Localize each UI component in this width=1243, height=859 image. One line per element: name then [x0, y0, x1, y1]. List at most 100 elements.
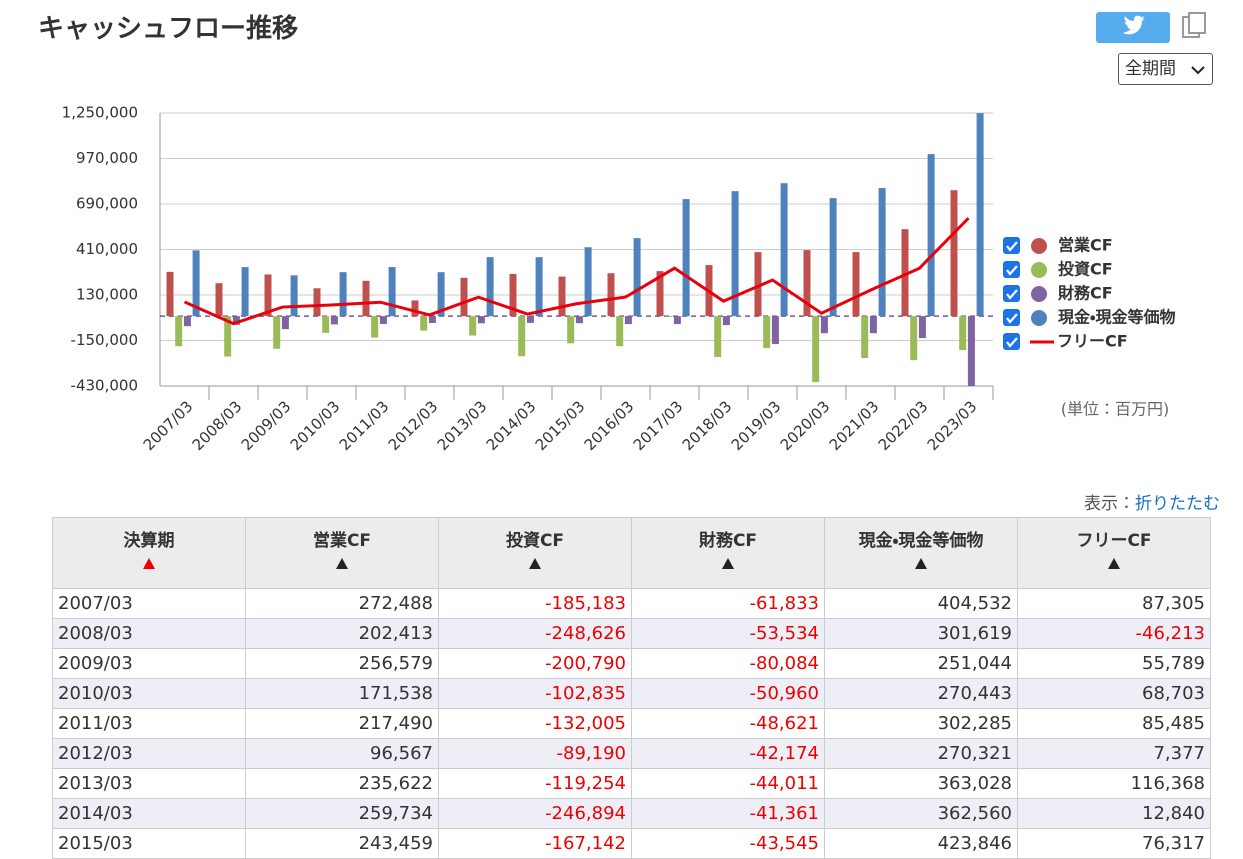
table-cell: 2007/03 [52, 588, 246, 619]
bar [575, 316, 583, 324]
select-arrow [1191, 66, 1205, 75]
bar [607, 273, 615, 317]
table-cell: -44,011 [631, 768, 825, 799]
table-row: 2012/03 96,567 -89,190 -42,174 270,321 7,377 [52, 738, 1211, 769]
x-tick-label: 2014/03 [483, 397, 540, 454]
column-header[interactable]: 営業CF [245, 517, 439, 589]
bar [714, 316, 722, 358]
y-tick-label: -150,000 [71, 331, 138, 349]
bar [820, 316, 828, 334]
table-row: 2014/03 259,734 -246,894 -41,361 362,560 12,8… [52, 798, 1211, 829]
bar [428, 316, 436, 323]
table-cell: 68,703 [1017, 678, 1211, 709]
table-cell: -132,005 [438, 708, 632, 739]
legend-item[interactable]: 営業CF [1003, 236, 1113, 255]
bar [861, 316, 869, 359]
bar [558, 276, 566, 317]
table-cell: 259,734 [245, 798, 439, 829]
sort-arrow [915, 558, 927, 569]
bar [584, 247, 592, 317]
table-cell: 2012/03 [52, 738, 246, 769]
legend-label: 財務CF [1058, 284, 1113, 303]
column-header[interactable]: 現金・現金等価物 [824, 517, 1018, 589]
copy-icon[interactable] [1182, 12, 1210, 42]
column-header[interactable]: 財務CF [631, 517, 825, 589]
table-cell: 116,368 [1017, 768, 1211, 799]
table-cell: 404,532 [824, 588, 1018, 619]
table-cell: 7,377 [1017, 738, 1211, 769]
legend-checkbox [1003, 237, 1020, 254]
y-tick-label: 690,000 [76, 195, 138, 213]
table-cell: -42,174 [631, 738, 825, 769]
bar [722, 316, 730, 326]
column-header-text: 現金・現金等価物 [858, 531, 984, 551]
table-cell: 2014/03 [52, 798, 246, 829]
cf-table: 決算期 営業CF 投資CF 財務CF 現金・現金等価物 フリーCF 2007/03 272,4… [52, 517, 1211, 859]
table-cell: 362,560 [824, 798, 1018, 829]
bar [869, 316, 877, 334]
y-tick-label: 130,000 [76, 286, 138, 304]
x-tick-label: 2017/03 [630, 397, 687, 454]
bar [959, 316, 967, 351]
table-cell: -246,894 [438, 798, 632, 829]
unit-note: (単位：百万円) [1061, 400, 1170, 419]
table-cell: 87,305 [1017, 588, 1211, 619]
legend-label: 現金・現金等価物 [1058, 308, 1175, 327]
sort-arrow [1108, 558, 1120, 569]
bar [950, 190, 958, 317]
legend-swatch [1031, 262, 1047, 278]
bar [313, 288, 321, 317]
bar [852, 252, 860, 317]
table-row: 2008/03 202,413 -248,626 -53,534 301,619 -46,… [52, 618, 1211, 649]
sort-icon [143, 558, 155, 569]
sort-icon [336, 558, 348, 569]
legend-item[interactable]: 財務CF [1003, 284, 1113, 303]
table-cell: 2010/03 [52, 678, 246, 709]
legend-item[interactable]: フリーCF [1003, 332, 1128, 351]
column-header[interactable]: 投資CF [438, 517, 632, 589]
bar [901, 229, 909, 317]
legend-label: 投資CF [1058, 260, 1113, 279]
column-header-text: フリーCF [1076, 531, 1152, 551]
table-body: 2007/03 272,488 -185,183 -61,833 404,532 87,3… [52, 588, 1211, 859]
table-cell: 2008/03 [52, 618, 246, 649]
bar [460, 277, 468, 317]
table-cell: 85,485 [1017, 708, 1211, 739]
legend-check [1006, 289, 1018, 300]
sort-arrow [722, 558, 734, 569]
x-tick-label: 2011/03 [336, 397, 393, 454]
display-link[interactable]: 折りたたむ [1135, 494, 1220, 514]
x-tick-label: 2021/03 [826, 397, 883, 454]
bar [339, 272, 347, 317]
table-cell: -53,534 [631, 618, 825, 649]
table-cell: 272,488 [245, 588, 439, 619]
x-tick-label: 2007/03 [140, 397, 197, 454]
x-tick-label: 2016/03 [581, 397, 638, 454]
x-tick-label: 2018/03 [679, 397, 736, 454]
sort-icon [722, 558, 734, 569]
column-header[interactable]: 決算期 [52, 517, 246, 589]
table-cell: 363,028 [824, 768, 1018, 799]
twitter-button[interactable] [1096, 12, 1170, 43]
legend-checkbox [1003, 285, 1020, 302]
table-cell: 270,321 [824, 738, 1018, 769]
column-header-text: 決算期 [123, 531, 175, 551]
bar [241, 267, 249, 317]
table-cell: -43,545 [631, 828, 825, 859]
x-tick-label: 2020/03 [777, 397, 834, 454]
bar [437, 272, 445, 317]
column-header[interactable]: フリーCF [1017, 517, 1211, 589]
table-row: 2015/03 243,459 -167,142 -43,545 423,846 76,3… [52, 828, 1211, 859]
table-row: 2011/03 217,490 -132,005 -48,621 302,285 85,4… [52, 708, 1211, 739]
legend-item[interactable]: 現金・現金等価物 [1003, 308, 1175, 327]
bar [264, 274, 272, 317]
legend-item[interactable]: 投資CF [1003, 260, 1113, 279]
table-cell: -61,833 [631, 588, 825, 619]
bar [273, 316, 281, 349]
bar [910, 316, 918, 361]
x-tick-label: 2009/03 [238, 397, 295, 454]
range-select[interactable]: 全期間 [1118, 53, 1213, 85]
y-tick-label: 1,250,000 [62, 104, 138, 122]
x-tick-label: 2023/03 [924, 397, 981, 454]
bar [731, 191, 739, 317]
